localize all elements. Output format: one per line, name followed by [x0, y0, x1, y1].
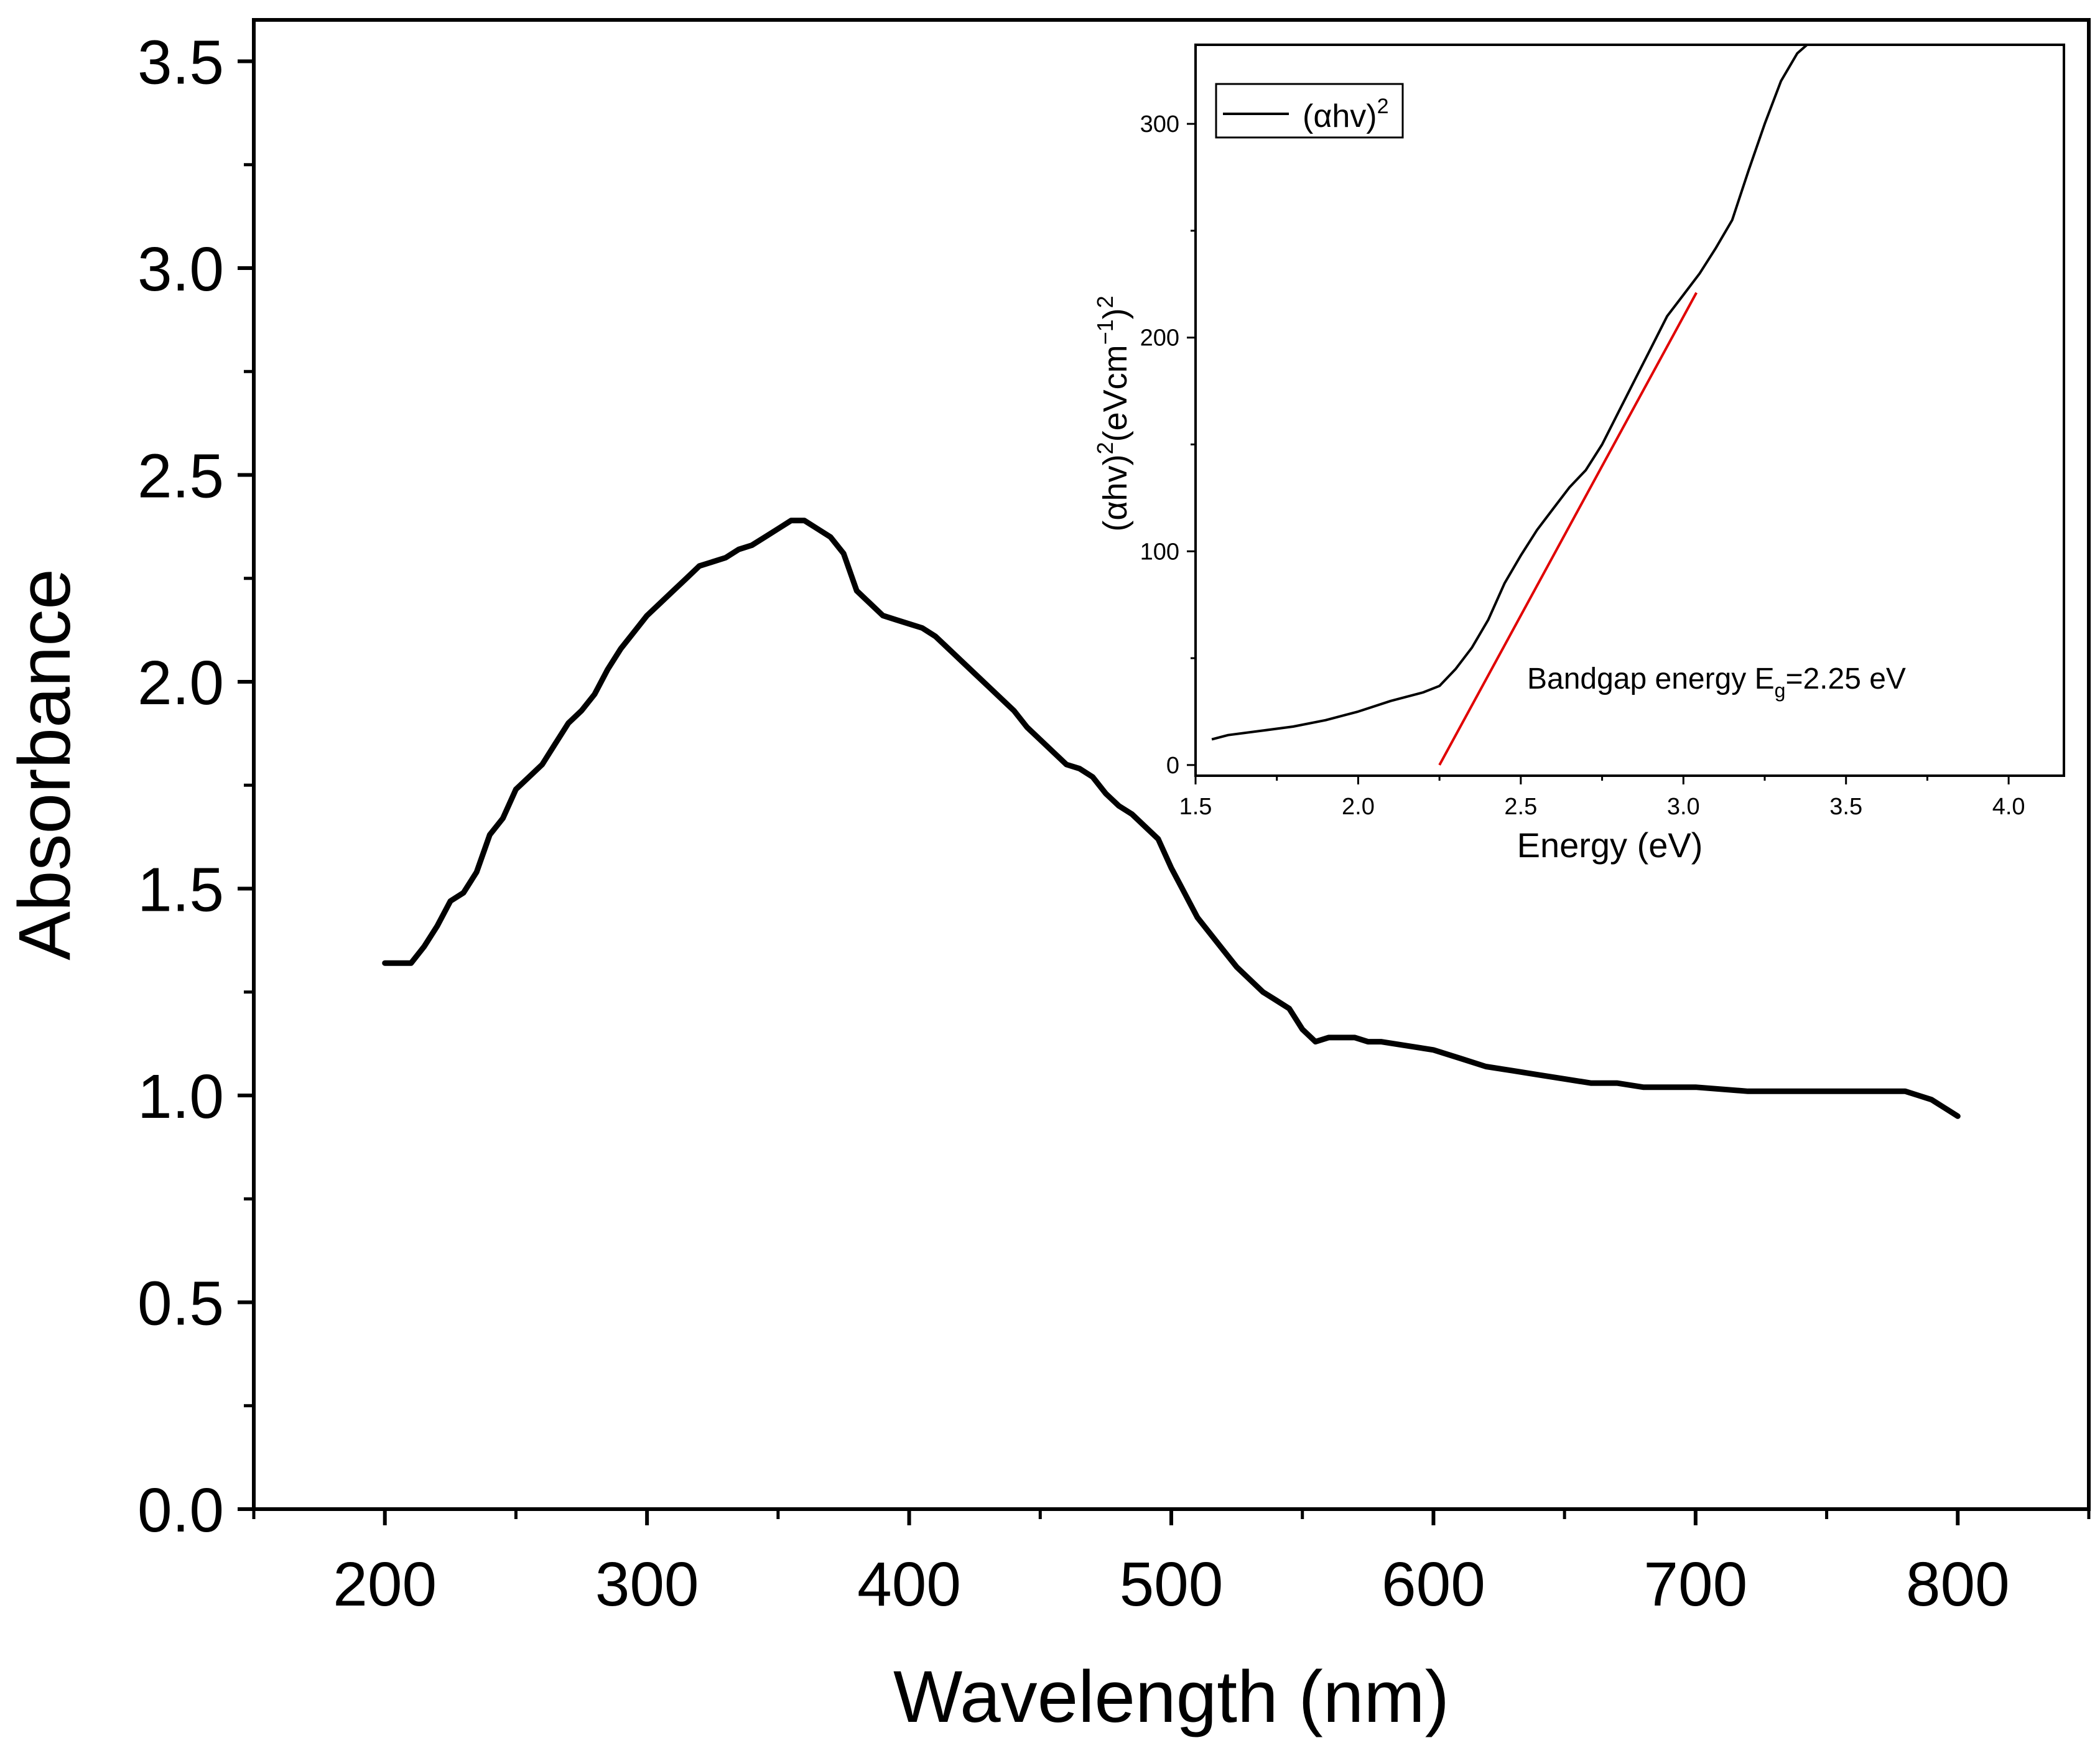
- inset-y-axis-title: (αhv)2(eVcm−1)2: [1092, 295, 1134, 531]
- main-x-tick-label: 800: [1906, 1550, 2010, 1619]
- inset-plot-frame: [1194, 44, 2065, 777]
- bandgap-annotation-rest: =2.25 eV: [1785, 662, 1906, 695]
- bandgap-linear-fit-line: [1438, 292, 1698, 766]
- bandgap-annotation: Bandgap energy Eg=2.25 eV: [1527, 662, 1906, 702]
- bandgap-annotation-sub: g: [1775, 679, 1786, 702]
- main-y-tick-label: 2.5: [137, 442, 224, 511]
- inset-y-title-sup1: 2: [1092, 442, 1118, 454]
- alpha-hv-squared-series-line: [1211, 44, 1808, 741]
- main-x-tick-label: 300: [595, 1550, 699, 1619]
- main-y-tick-label: 1.0: [137, 1062, 224, 1132]
- inset-ticks: 1.5 2.0 2.5 3.0 3.5 4.0 0 100 200 300: [1140, 111, 2025, 820]
- inset-x-tick-label: 3.5: [1829, 794, 1862, 820]
- main-y-axis-title: Absorbance: [4, 569, 86, 960]
- inset-x-tick-label: 2.0: [1342, 794, 1375, 820]
- inset-legend: (αhv)2: [1215, 83, 1404, 139]
- main-x-axis-title: Wavelength (nm): [893, 1656, 1449, 1738]
- inset-x-axis-title: Energy (eV): [1517, 825, 1703, 865]
- main-x-tick-label: 700: [1643, 1550, 1747, 1619]
- main-y-tick-label: 0.5: [137, 1269, 224, 1339]
- inset-x-tick-label: 4.0: [1992, 794, 2025, 820]
- main-chart: 200 300 400 500 600 700 800 0.0 0.5 1.0 1.5 2.0 2.5 3…: [4, 18, 2091, 1738]
- main-y-tick-label: 1.5: [137, 855, 224, 925]
- inset-y-title-close: ): [1097, 308, 1134, 319]
- inset-legend-label: (αhv)2: [1303, 95, 1389, 134]
- inset-x-tick-label: 3.0: [1667, 794, 1700, 820]
- inset-y-title-mid: (eVcm: [1097, 345, 1134, 442]
- inset-y-title-sup3: 2: [1092, 295, 1118, 308]
- inset-y-tick-label: 0: [1166, 753, 1179, 779]
- inset-x-tick-label: 2.5: [1504, 794, 1537, 820]
- inset-y-tick-label: 300: [1140, 111, 1179, 137]
- main-y-tick-label: 0.0: [137, 1476, 224, 1545]
- main-y-tick-label: 3.0: [137, 235, 224, 304]
- main-x-tick-label: 400: [857, 1550, 961, 1619]
- inset-legend-label-main: (αhv): [1303, 98, 1377, 134]
- absorbance-series-line: [382, 518, 1961, 1119]
- main-x-tick-label: 500: [1120, 1550, 1224, 1619]
- inset-y-tick-label: 100: [1140, 539, 1179, 565]
- main-x-tick-label: 600: [1382, 1550, 1485, 1619]
- inset-x-tick-label: 1.5: [1179, 794, 1212, 820]
- main-x-tick-label: 200: [333, 1550, 437, 1619]
- inset-y-tick-label: 200: [1140, 325, 1179, 351]
- bandgap-annotation-main: Bandgap energy E: [1527, 662, 1775, 695]
- inset-y-title-main: (αhv): [1097, 454, 1134, 531]
- inset-legend-box: [1215, 83, 1404, 139]
- main-y-tick-label: 2.0: [137, 648, 224, 718]
- inset-y-title-sup2: −1: [1092, 319, 1118, 345]
- inset-legend-label-sup: 2: [1377, 95, 1389, 118]
- main-y-tick-label: 3.5: [137, 28, 224, 98]
- main-ticks: 200 300 400 500 600 700 800 0.0 0.5 1.0 1.5 2.0 2.5 3…: [137, 28, 2091, 1619]
